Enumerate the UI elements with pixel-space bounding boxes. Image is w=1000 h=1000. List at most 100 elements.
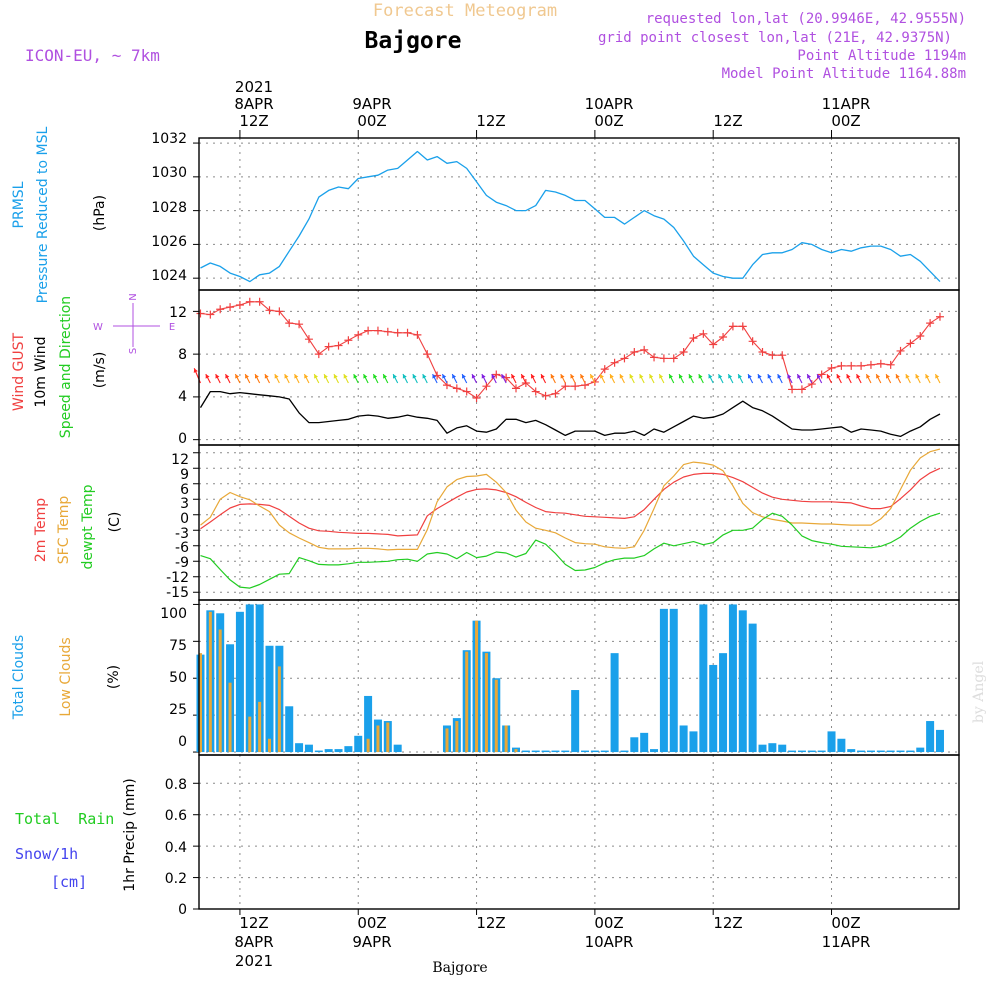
- top-label-9apr-00z: 00Z: [357, 112, 386, 130]
- wind-direction-arrow: [737, 373, 744, 384]
- compass-n-label: N: [128, 293, 139, 300]
- precip-tick-0: 0: [178, 902, 187, 918]
- precip-tick-0.8: 0.8: [165, 777, 187, 793]
- wind-direction-arrow: [915, 373, 921, 384]
- gust-marker: [482, 382, 491, 391]
- total-cloud-bar: [728, 604, 737, 753]
- pressure-label-reduced: Pressure Reduced to MSL: [35, 126, 51, 303]
- bottom-label-12z-10apr: 12Z: [713, 914, 742, 932]
- gust-marker: [896, 346, 905, 355]
- total-cloud-bar: [285, 706, 294, 753]
- wind-direction-arrow: [363, 373, 369, 384]
- gust-marker: [719, 333, 728, 342]
- precip-panel-frame: [198, 754, 960, 910]
- 2m-temp-line: [200, 467, 941, 537]
- wind-direction-arrow: [846, 373, 852, 384]
- total-cloud-bar: [304, 744, 313, 753]
- gust-marker: [285, 319, 294, 328]
- wind-direction-arrow: [550, 373, 556, 384]
- gust-marker: [423, 350, 432, 359]
- wind-direction-arrow: [649, 373, 655, 384]
- total-cloud-bar: [245, 604, 254, 753]
- low-cloud-bar: [277, 666, 281, 753]
- low-cloud-bar: [248, 716, 252, 753]
- gust-marker: [452, 384, 461, 393]
- wind-direction-arrow: [313, 373, 320, 384]
- gust-marker: [866, 360, 875, 369]
- pressure-tick-1030: 1030: [151, 165, 187, 181]
- low-cloud-bar: [208, 611, 212, 753]
- gust-marker: [610, 358, 619, 367]
- total-cloud-bar: [758, 744, 767, 753]
- total-cloud-bar: [571, 690, 580, 753]
- wind-direction-arrow: [806, 373, 813, 384]
- wind-tick-8: 8: [178, 347, 187, 363]
- total-cloud-bar: [709, 664, 718, 753]
- model-name: ICON-EU, ~ 7km: [25, 46, 160, 65]
- wind-tick-12: 12: [169, 305, 187, 321]
- wind-direction-arrow: [412, 373, 418, 384]
- top-label-8apr: 8APR: [234, 95, 273, 113]
- wind-direction-arrow: [274, 373, 280, 384]
- wind-direction-arrow: [520, 373, 527, 384]
- wind-direction-arrow: [658, 373, 665, 384]
- low-cloud-bar: [465, 651, 469, 753]
- top-label-10apr: 10APR: [585, 95, 634, 113]
- wind-direction-arrow: [629, 373, 635, 384]
- frame-layer: [198, 137, 960, 910]
- total-cloud-bar: [393, 744, 402, 753]
- precip-label-snow: Snow/1h: [15, 845, 78, 863]
- wind-direction-arrow: [540, 373, 547, 384]
- wind-direction-arrow: [599, 373, 606, 384]
- wind-direction-arrow: [708, 373, 714, 384]
- total-cloud-bar: [561, 750, 570, 753]
- station-name: Bajgore: [365, 28, 462, 54]
- wind-direction-arrow: [777, 373, 783, 384]
- top-label-11apr-00z: 00Z: [831, 112, 860, 130]
- temp-tick-0: 0: [180, 511, 189, 527]
- gust-marker: [354, 330, 363, 339]
- gust-marker: [235, 300, 244, 309]
- wind-direction-arrow: [895, 373, 902, 384]
- total-cloud-bar: [354, 735, 363, 753]
- total-cloud-bar: [797, 750, 806, 753]
- gust-marker: [630, 348, 639, 356]
- precip-tick-0.4: 0.4: [165, 840, 187, 856]
- top-label-9apr-12z: 12Z: [476, 112, 505, 130]
- wind-direction-arrow: [510, 373, 517, 384]
- compass-e-label: E: [169, 322, 175, 333]
- gust-marker: [511, 384, 520, 393]
- precip-ylabel: 1hr Precip (mm): [122, 778, 138, 891]
- wind-direction-arrow: [264, 373, 270, 384]
- wind-direction-arrow: [767, 373, 773, 384]
- wind-direction-arrow: [787, 373, 793, 384]
- total-cloud-bar: [314, 750, 323, 753]
- total-cloud-bar: [827, 731, 836, 753]
- requested-coords: requested lon,lat (20.9946E, 42.9555N): [646, 11, 966, 27]
- temp-tick-3: 3: [180, 496, 189, 512]
- wind-tick-4: 4: [178, 389, 187, 405]
- total-cloud-bar: [886, 750, 895, 753]
- total-cloud-bar: [679, 725, 688, 753]
- wind-direction-arrow: [609, 373, 616, 384]
- wind-direction-arrow: [234, 373, 241, 384]
- dewpt-temp-line: [200, 512, 941, 589]
- temp-unit: (C): [107, 512, 123, 533]
- wind-direction-arrow: [905, 373, 911, 384]
- gust-marker: [472, 393, 481, 402]
- bottom-label-00z-11apr: 00Z: [831, 914, 860, 932]
- wind-direction-arrow: [856, 373, 862, 384]
- pressure-tick-1032: 1032: [151, 131, 187, 147]
- gust-marker: [571, 382, 580, 391]
- total-cloud-bar: [866, 750, 875, 753]
- total-cloud-bar: [630, 737, 639, 753]
- gust-marker: [689, 334, 698, 343]
- total-cloud-bar: [788, 750, 797, 753]
- gust-marker: [304, 335, 313, 344]
- 10m-wind-line: [199, 390, 941, 438]
- total-cloud-bar: [906, 750, 915, 753]
- temp-label-sfc: SFC Temp: [56, 496, 72, 565]
- wind-direction-arrow: [471, 373, 478, 384]
- wind-direction-arrow: [491, 373, 497, 384]
- gust-marker: [334, 341, 343, 350]
